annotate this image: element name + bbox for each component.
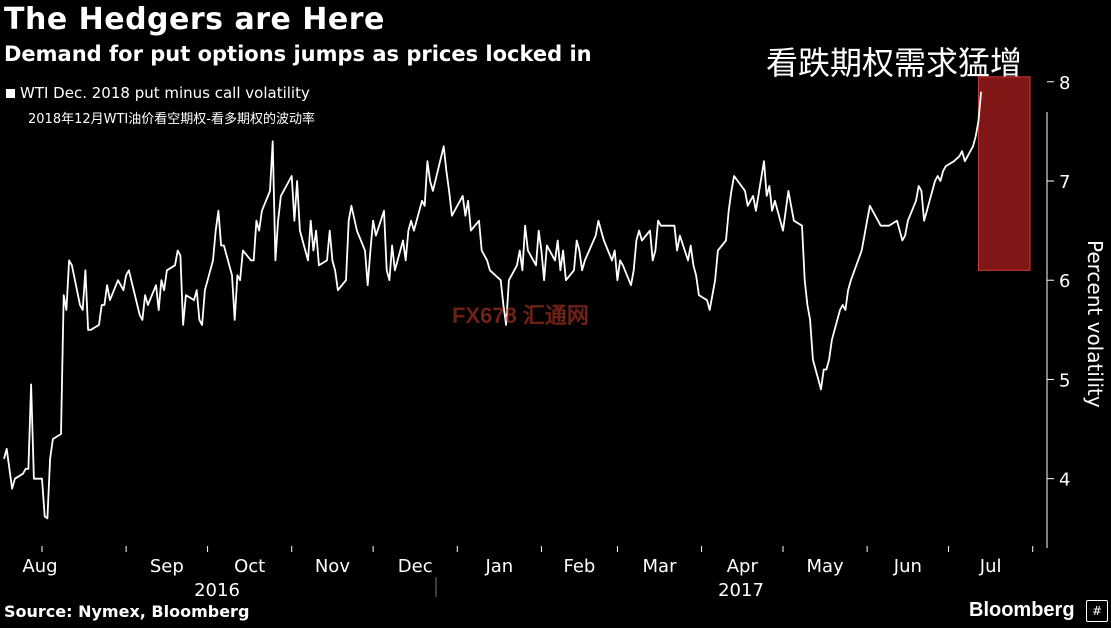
watermark: FX678 汇通网 <box>452 303 589 328</box>
y-tick-label: 6 <box>1059 271 1070 292</box>
chinese-title: 看跌期权需求猛增 <box>766 44 1023 82</box>
y-tick-label: 5 <box>1059 370 1070 391</box>
y-tick-label: 8 <box>1059 73 1070 94</box>
year-label: 2017 <box>718 580 764 601</box>
bloomberg-mark-icon: # <box>1086 600 1108 622</box>
chart-title: The Hedgers are Here <box>4 2 385 37</box>
x-tick-label: May <box>806 556 844 577</box>
x-tick-label: Apr <box>727 556 759 577</box>
chart-subtitle: Demand for put options jumps as prices l… <box>4 42 592 66</box>
x-tick-label: Nov <box>315 556 350 577</box>
x-tick-label: Mar <box>643 556 678 577</box>
legend-chinese-label: 2018年12月WTI油价看空期权-看多期权的波动率 <box>28 112 315 127</box>
legend-swatch <box>6 88 15 98</box>
y-tick-label: 4 <box>1059 470 1070 491</box>
y-tick-label: 7 <box>1059 172 1070 193</box>
source-note: Source: Nymex, Bloomberg <box>4 602 250 621</box>
highlight-box <box>977 76 1031 271</box>
x-tick-label: Oct <box>234 556 265 577</box>
x-tick-label: Aug <box>22 556 57 577</box>
x-tick-label: Dec <box>398 556 433 577</box>
legend-label: WTI Dec. 2018 put minus call volatility <box>20 84 310 102</box>
x-tick-label: Jun <box>893 556 922 577</box>
x-tick-label: Feb <box>563 556 595 577</box>
series-line <box>3 91 982 520</box>
bloomberg-logo: Bloomberg <box>969 599 1075 621</box>
y-axis-title: Percent volatility <box>1083 240 1107 408</box>
x-tick-label: Jul <box>979 556 1002 577</box>
year-label: 2016 <box>194 580 240 601</box>
x-tick-label: Sep <box>150 556 184 577</box>
legend: WTI Dec. 2018 put minus call volatility <box>6 84 310 102</box>
x-tick-label: Jan <box>484 556 513 577</box>
